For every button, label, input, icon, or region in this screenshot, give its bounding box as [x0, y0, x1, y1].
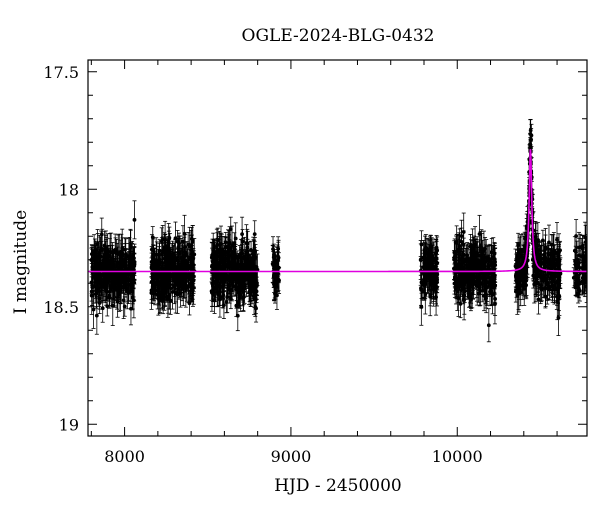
data-point [132, 252, 137, 280]
data-point [110, 285, 115, 326]
data-point [132, 200, 137, 240]
x-tick-label: 10000 [432, 447, 483, 466]
x-tick-label: 8000 [104, 447, 145, 466]
x-axis-label: HJD - 2450000 [274, 476, 402, 496]
data-point [173, 273, 178, 314]
data-point [183, 234, 188, 260]
data-point [126, 257, 131, 280]
y-tick-label: 18 [59, 180, 79, 199]
data-point [129, 250, 134, 281]
y-tick-label: 17.5 [43, 63, 79, 82]
data-point [97, 288, 102, 310]
data-point [184, 273, 189, 302]
data-point [131, 282, 136, 319]
data-point [158, 277, 163, 313]
data-point [187, 291, 192, 316]
chart-title: OGLE-2024-BLG-0432 [242, 26, 435, 46]
y-tick-label: 18.5 [43, 298, 79, 317]
x-tick-label: 9000 [271, 447, 312, 466]
y-tick-label: 19 [59, 415, 79, 434]
data-point [111, 264, 116, 300]
data-point [126, 281, 131, 305]
data-point [190, 225, 195, 256]
data-point [152, 262, 157, 285]
data-point [486, 308, 491, 343]
data-point [110, 242, 115, 276]
data-point [175, 255, 180, 279]
data-point [92, 234, 97, 269]
data-points [89, 118, 587, 343]
data-point [115, 261, 120, 298]
data-point [155, 267, 160, 300]
data-point [91, 290, 96, 329]
data-point [112, 272, 117, 301]
data-point [113, 233, 118, 271]
data-point [171, 255, 176, 282]
data-point [150, 226, 155, 249]
data-point [95, 247, 100, 283]
plot-area [88, 118, 587, 343]
y-tick-labels: 17.5 18 18.5 19 [43, 63, 79, 435]
data-point [102, 230, 107, 260]
data-point [103, 273, 108, 304]
y-axis-label: I magnitude [11, 210, 31, 314]
x-tick-labels: 8000 9000 10000 [104, 447, 482, 466]
data-point [120, 228, 125, 269]
data-point [181, 267, 186, 307]
data-point [106, 250, 111, 287]
data-point [102, 264, 107, 283]
